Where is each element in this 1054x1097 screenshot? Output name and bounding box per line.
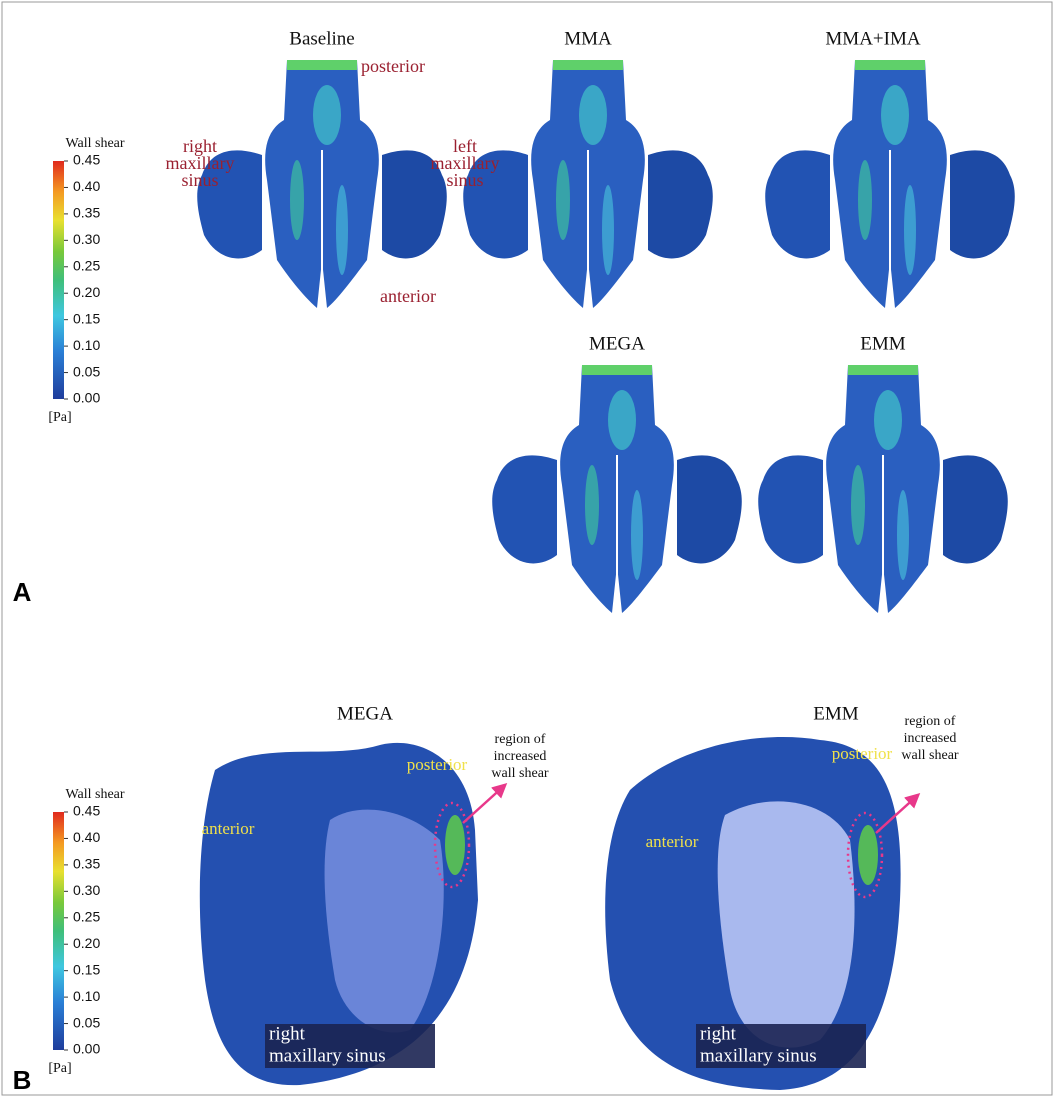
label: 0.10: [73, 337, 100, 353]
figure: Wall shear0.450.400.350.300.250.200.150.…: [0, 0, 1054, 1097]
label: B: [13, 1065, 32, 1095]
label: [Pa]: [48, 410, 71, 425]
label: EMM: [813, 703, 859, 724]
nasal-model: [197, 60, 447, 308]
label: 0.25: [73, 257, 100, 273]
shear-patch: [631, 490, 643, 580]
label: increased: [494, 749, 547, 764]
shear-patch: [579, 85, 607, 145]
surface: [582, 365, 652, 375]
label: posterior: [361, 56, 425, 76]
label: A: [13, 577, 32, 607]
label: [Pa]: [48, 1061, 71, 1076]
shear-patch: [858, 160, 872, 240]
nasal-model: [758, 365, 1008, 613]
label: 0.35: [73, 205, 100, 221]
label: MEGA: [337, 703, 393, 724]
label: region of: [495, 732, 546, 747]
surface: [855, 60, 925, 70]
label: posterior: [832, 744, 893, 763]
label: 0.45: [73, 152, 100, 168]
shear-patch: [874, 390, 902, 450]
label: wall shear: [901, 748, 958, 763]
label: Wall shear: [65, 136, 124, 151]
shear-patch: [851, 465, 865, 545]
label: MMA+IMA: [825, 28, 920, 49]
nasal-model: [492, 365, 742, 613]
nasal-model: [463, 60, 713, 308]
surface: [677, 455, 742, 563]
surface: [718, 801, 855, 1047]
label: sinus: [446, 170, 483, 190]
surface: [848, 365, 918, 375]
label: sinus: [181, 170, 218, 190]
shear-patch: [336, 185, 348, 275]
label: EMM: [860, 333, 906, 354]
surface: [325, 810, 444, 1033]
label: maxillary sinus: [269, 1045, 386, 1066]
label: 0.35: [73, 856, 100, 872]
label: 0.10: [73, 988, 100, 1004]
surface: [492, 455, 557, 563]
label: 0.25: [73, 908, 100, 924]
surface: [553, 60, 623, 70]
surface: [287, 60, 357, 70]
label: anterior: [380, 286, 436, 306]
surface: [648, 150, 713, 258]
label: wall shear: [491, 766, 548, 781]
shear-patch: [897, 490, 909, 580]
label: 0.05: [73, 1014, 100, 1030]
label: 0.40: [73, 178, 100, 194]
shear-patch: [290, 160, 304, 240]
sinus-view: [605, 737, 918, 1090]
label: 0.20: [73, 935, 100, 951]
nasal-model: [765, 60, 1015, 308]
shear-patch: [602, 185, 614, 275]
label: MMA: [564, 28, 612, 49]
label: posterior: [407, 755, 468, 774]
label: 0.00: [73, 1041, 100, 1057]
label: region of: [905, 714, 956, 729]
label: 0.30: [73, 882, 100, 898]
sinus-view: [200, 743, 505, 1085]
label: 0.15: [73, 961, 100, 977]
shear-patch: [556, 160, 570, 240]
colorbar: [53, 812, 64, 1050]
label: anterior: [646, 832, 699, 851]
surface: [943, 455, 1008, 563]
label: 0.15: [73, 310, 100, 326]
surface: [758, 455, 823, 563]
label: 0.00: [73, 390, 100, 406]
label: anterior: [202, 819, 255, 838]
shear-patch: [585, 465, 599, 545]
label: 0.40: [73, 829, 100, 845]
label: 0.30: [73, 231, 100, 247]
label: 0.05: [73, 363, 100, 379]
shear-patch: [904, 185, 916, 275]
shear-patch: [445, 815, 465, 875]
label: 0.20: [73, 284, 100, 300]
shear-patch: [608, 390, 636, 450]
label: right: [269, 1023, 306, 1044]
label: Wall shear: [65, 787, 124, 802]
shear-patch: [881, 85, 909, 145]
label: Baseline: [289, 28, 354, 49]
label: right: [700, 1023, 737, 1044]
shear-patch: [313, 85, 341, 145]
colorbar: [53, 161, 64, 399]
label: increased: [904, 731, 957, 746]
surface: [765, 150, 830, 258]
label: maxillary sinus: [700, 1045, 817, 1066]
label: 0.45: [73, 803, 100, 819]
surface: [950, 150, 1015, 258]
shear-patch: [858, 825, 878, 885]
label: MEGA: [589, 333, 645, 354]
